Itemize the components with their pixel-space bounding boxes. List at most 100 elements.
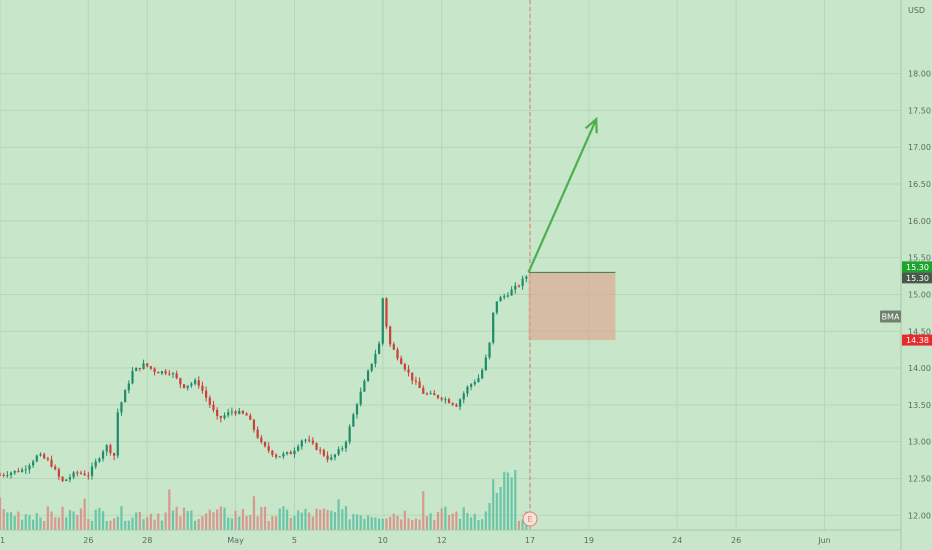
candle-body xyxy=(477,378,480,383)
time-axis-ticks[interactable]: 1 26 28 May 5 10 12 17 19 24 26 Jun xyxy=(0,536,831,545)
candle-body xyxy=(50,459,53,467)
price-badge xyxy=(902,334,932,346)
volume-bar xyxy=(352,513,355,530)
candle-body xyxy=(495,301,498,313)
volume-bar xyxy=(98,507,101,530)
candle-body xyxy=(370,363,373,371)
candle-body xyxy=(9,472,13,476)
target-range-box[interactable] xyxy=(528,272,616,341)
time-tick-label: 19 xyxy=(584,536,594,545)
volume-bar xyxy=(293,515,296,530)
candle-body xyxy=(193,380,197,384)
candle-body xyxy=(374,354,377,364)
volume-bar xyxy=(216,509,219,530)
volume-bar xyxy=(120,506,123,530)
volume-bar xyxy=(168,489,171,530)
volume-bar xyxy=(411,519,414,530)
time-tick-label: Jun xyxy=(817,536,831,545)
candle-body xyxy=(201,385,204,391)
volume-bar xyxy=(326,509,329,530)
volume-bar xyxy=(105,520,108,530)
volume-bar xyxy=(197,519,200,530)
volume-bar xyxy=(238,516,241,530)
volume-bar xyxy=(477,520,480,530)
candle-body xyxy=(146,363,149,367)
candle-body xyxy=(256,429,259,438)
price-tick-label: 13.00 xyxy=(908,438,931,447)
volume-bar xyxy=(267,520,270,530)
candle-body xyxy=(344,441,348,449)
candle-body xyxy=(135,367,138,372)
candle-body xyxy=(444,399,447,401)
candle-body xyxy=(377,343,381,355)
volume-bar xyxy=(190,510,193,530)
candle-body xyxy=(514,285,517,290)
candle-body xyxy=(142,363,145,369)
candle-body xyxy=(186,385,189,388)
candle-body xyxy=(282,453,285,457)
volume-bar xyxy=(337,499,340,530)
candle-body xyxy=(392,344,395,350)
candle-body xyxy=(440,397,443,400)
volume-bar xyxy=(499,486,502,530)
volume-bar xyxy=(13,515,16,530)
candle-body xyxy=(54,466,57,470)
grid xyxy=(0,0,901,530)
volume-bar xyxy=(186,511,189,530)
volume-bar xyxy=(201,516,204,530)
candle-body xyxy=(252,419,256,430)
volume-bar xyxy=(414,518,418,530)
candle-body xyxy=(304,439,307,441)
projection-arrow-shaft[interactable] xyxy=(527,118,598,273)
earnings-marker-icon[interactable] xyxy=(522,511,538,527)
candle-body xyxy=(105,445,108,452)
volume-bar xyxy=(46,506,49,530)
candle-body xyxy=(333,454,337,458)
candle-body xyxy=(120,402,123,413)
candle-body xyxy=(13,470,16,473)
price-tick-label: 16.00 xyxy=(908,217,931,226)
volume-bar xyxy=(17,511,20,530)
symbol-badge-label: BMA xyxy=(882,312,900,321)
candle-body xyxy=(168,373,171,375)
candle-body xyxy=(525,276,528,279)
candle-body xyxy=(319,449,322,451)
candle-body xyxy=(263,442,267,447)
volume-bar xyxy=(407,518,410,530)
volume-bar xyxy=(112,518,116,530)
candle-body xyxy=(352,414,355,427)
volume-bar xyxy=(492,479,495,530)
candle-body xyxy=(6,475,9,477)
volume-bar xyxy=(164,512,167,530)
volume-bar xyxy=(462,507,465,530)
candle-body xyxy=(171,373,175,375)
price-axis-ticks[interactable]: 12.00 12.50 13.00 13.50 14.00 14.50 15.00 15.50… xyxy=(908,70,931,521)
volume-bar xyxy=(219,506,222,530)
volume-bar xyxy=(9,512,13,530)
time-tick-label: 12 xyxy=(437,536,447,545)
candle-body xyxy=(503,295,506,298)
candle-body xyxy=(83,473,86,476)
candle-body xyxy=(403,364,406,370)
candle-body xyxy=(249,415,252,420)
volume-bar xyxy=(135,512,138,530)
candle-body xyxy=(160,371,164,374)
candle-body xyxy=(429,393,432,395)
candle-body xyxy=(112,453,116,456)
candle-body xyxy=(32,461,35,466)
volume-bar xyxy=(506,472,510,530)
volume-bar xyxy=(65,517,68,530)
volume-bar xyxy=(160,520,164,530)
candle-body xyxy=(267,446,270,451)
time-tick-label: 10 xyxy=(378,536,388,545)
candle-body xyxy=(212,404,215,411)
candle-body xyxy=(76,472,79,474)
candle-body xyxy=(366,370,370,381)
candle-body xyxy=(300,440,303,447)
candle-body xyxy=(179,378,182,385)
annotations: E xyxy=(522,0,616,530)
volume-bar xyxy=(72,511,75,530)
candle-body xyxy=(157,372,160,374)
